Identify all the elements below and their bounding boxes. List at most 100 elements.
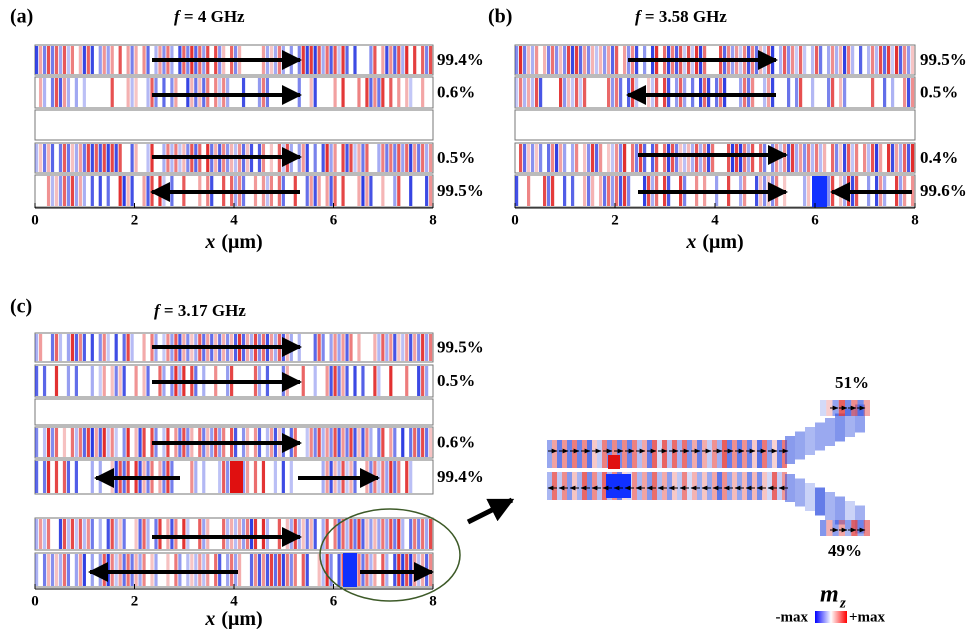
axis-unit: (μm) (221, 231, 262, 253)
stripe (146, 176, 150, 206)
stripe (429, 144, 433, 172)
inset-stripe (777, 440, 782, 468)
stripe (333, 176, 337, 206)
inset-stripe (712, 440, 717, 468)
stripe (337, 554, 341, 586)
stripe (66, 554, 71, 586)
stripe (803, 176, 807, 206)
stripe (891, 46, 895, 74)
stripe (393, 461, 397, 493)
x-tick-label: 6 (330, 212, 338, 228)
inset-stripe (855, 404, 865, 433)
inset-stripe (637, 440, 642, 468)
stripe (90, 519, 94, 549)
inset-stripe (855, 505, 865, 534)
stripe (265, 78, 270, 107)
stripe (110, 78, 114, 107)
inset-stripe (820, 400, 827, 416)
stripe (46, 554, 51, 586)
stripe (787, 78, 791, 107)
stripe (130, 78, 134, 107)
stripe (401, 519, 405, 549)
stripe (58, 176, 63, 206)
stripe (575, 78, 579, 107)
stripe (333, 334, 337, 361)
stripe (202, 519, 206, 549)
inset-stripe (757, 440, 762, 468)
stripe (791, 46, 795, 74)
stripe (357, 78, 361, 107)
stripe (421, 78, 425, 107)
stripe (35, 366, 39, 396)
inset-stripe (782, 440, 787, 468)
stripe (357, 176, 361, 206)
stripe (369, 46, 373, 74)
stripe (293, 554, 297, 586)
stripe (90, 461, 94, 493)
stripe (333, 144, 337, 172)
stripe (647, 78, 651, 107)
inset-stripe (572, 440, 577, 468)
stripe (42, 519, 47, 549)
stripe (417, 334, 421, 361)
stripe (62, 461, 67, 493)
inset-stripe (597, 472, 602, 500)
stripe (401, 46, 405, 74)
stripe (615, 46, 619, 74)
transmission-percent: 99.5% (920, 50, 967, 69)
stripe (35, 519, 39, 549)
stripe (559, 78, 563, 107)
stripe (615, 78, 619, 107)
inset-stripe (692, 440, 697, 468)
stripe (70, 46, 75, 74)
stripe (591, 176, 595, 206)
stripe (273, 461, 277, 493)
stripe (691, 78, 695, 107)
stripe (289, 554, 293, 586)
stripe (571, 78, 575, 107)
stripe (425, 176, 429, 206)
stripe (827, 176, 831, 206)
stripe (345, 519, 349, 549)
stripe (102, 144, 106, 172)
stripe (106, 46, 110, 74)
stripe (527, 144, 531, 172)
stripe (349, 144, 353, 172)
stripe (389, 334, 393, 361)
transmission-percent: 99.5% (437, 181, 484, 200)
stripe (35, 461, 39, 493)
stripe (285, 554, 289, 586)
stripe (519, 46, 523, 74)
legend-min: -max (776, 609, 809, 625)
stripe (202, 461, 206, 493)
inset-stripe (697, 472, 702, 500)
inset-stripe (642, 440, 647, 468)
stripe (122, 428, 126, 457)
stripe (154, 519, 158, 549)
stripe (409, 519, 413, 549)
inset-stripe (722, 440, 727, 468)
stripe (699, 144, 703, 172)
stripe (679, 144, 683, 172)
stripe (226, 461, 230, 493)
stripe (313, 428, 317, 457)
stripe (90, 176, 94, 206)
title-value: = 3.58 GHz (641, 7, 728, 26)
stripe (54, 46, 59, 74)
stripe (82, 428, 86, 457)
stripe (891, 144, 895, 172)
transmission-percent: 0.4% (920, 148, 958, 167)
transmission-percent: 0.6% (437, 432, 475, 451)
inset-bottom-percent: 49% (828, 541, 862, 560)
stripe (46, 519, 51, 549)
stripe (285, 519, 289, 549)
inset-stripe (826, 520, 833, 536)
inset-stripe (767, 440, 772, 468)
stripe (146, 519, 150, 549)
stripe (86, 519, 90, 549)
stripe (337, 428, 341, 457)
stripe (615, 176, 619, 206)
stripe (142, 519, 146, 549)
stripe (583, 176, 587, 206)
stripe (381, 176, 385, 206)
